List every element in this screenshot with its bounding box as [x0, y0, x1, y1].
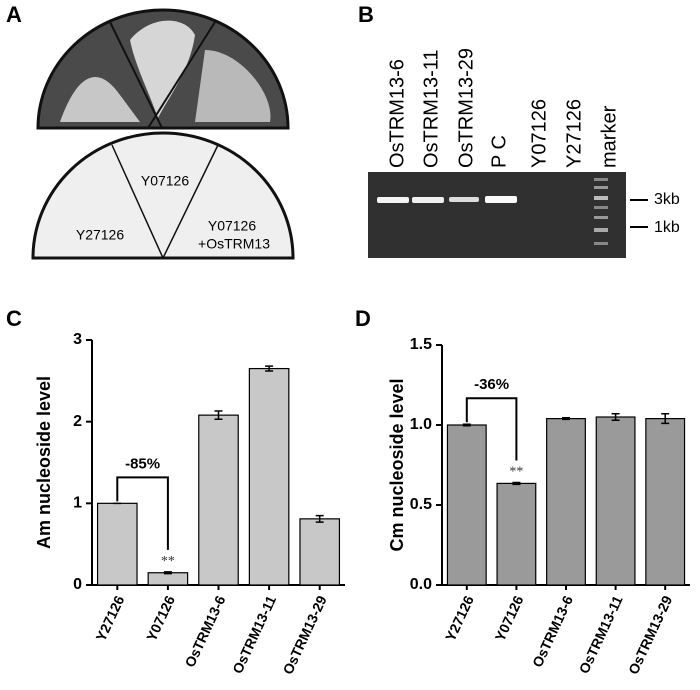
y-axis-label: Am nucleoside level — [34, 376, 54, 549]
y-tick-label: 0 — [73, 576, 82, 593]
lane-label: marker — [598, 105, 620, 168]
x-tick-label: Y27126 — [92, 593, 127, 644]
error-bar — [214, 410, 223, 420]
bar — [147, 572, 189, 586]
bar — [299, 518, 341, 586]
error-bar — [163, 571, 172, 575]
y-tick-label: 0.0 — [410, 576, 432, 593]
x-tick-label: Y07126 — [492, 593, 527, 644]
x-tick-label: OsTRM13-29 — [625, 593, 675, 677]
y-axis-label: Cm nucleoside level — [387, 378, 407, 551]
sector-label: Y07126 — [141, 173, 189, 189]
x-tick-label: Y27126 — [442, 593, 477, 644]
lane-label: OsTRM13-11 — [420, 49, 442, 168]
plate-photo — [36, 8, 290, 130]
marker-size: 3kb — [654, 191, 680, 208]
error-bar — [562, 417, 570, 421]
marker-size: 1kb — [654, 219, 680, 236]
lane-label: Y07126 — [528, 99, 550, 168]
panel-label: A — [6, 2, 22, 27]
error-bar — [661, 413, 670, 425]
error-bar — [265, 365, 274, 372]
x-tick-label: OsTRM13-11 — [229, 593, 279, 676]
bar — [446, 424, 487, 586]
error-bar — [315, 514, 324, 523]
change-label: -36% — [474, 376, 509, 393]
bar — [198, 414, 239, 586]
lane-label: Y27126 — [563, 99, 585, 168]
bar — [248, 367, 290, 586]
bracket — [465, 397, 518, 461]
error-bar — [611, 413, 620, 421]
bar — [645, 418, 686, 586]
y-tick-label: 3 — [73, 331, 82, 348]
y-tick-label: 0.5 — [410, 496, 432, 513]
x-tick-label: OsTRM13-6 — [529, 593, 576, 670]
error-bar — [462, 423, 471, 427]
significance: ** — [161, 554, 175, 569]
gel — [368, 172, 648, 258]
lane-label: OsTRM13-29 — [455, 48, 477, 168]
bar — [496, 482, 537, 586]
change-label: -85% — [125, 455, 160, 472]
bar — [96, 502, 138, 586]
y-tick-label: 1 — [73, 495, 82, 512]
sector-label: Y27126 — [76, 227, 124, 243]
error-bar — [512, 481, 521, 486]
bar — [595, 416, 636, 586]
x-tick-label: OsTRM13-6 — [182, 593, 229, 670]
plate-diagram — [31, 131, 295, 260]
panel-label: D — [355, 306, 371, 331]
y-tick-label: 2 — [73, 413, 82, 430]
sector-label: Y07126 — [208, 218, 256, 234]
x-tick-label: Y07126 — [143, 593, 178, 644]
x-tick-label: OsTRM13-29 — [279, 593, 329, 677]
y-tick-label: 1.0 — [410, 416, 432, 433]
lane-label: OsTRM13-6 — [386, 59, 408, 168]
y-tick-label: 1.5 — [410, 336, 432, 353]
x-tick-label: OsTRM13-11 — [576, 593, 626, 676]
bracket — [116, 476, 169, 550]
sector-label: +OsTRM13 — [198, 236, 270, 252]
panel-label: C — [6, 306, 22, 331]
bar — [546, 418, 586, 586]
panel-label: B — [358, 2, 374, 27]
lane-label: P C — [488, 135, 510, 168]
significance: ** — [509, 465, 523, 480]
